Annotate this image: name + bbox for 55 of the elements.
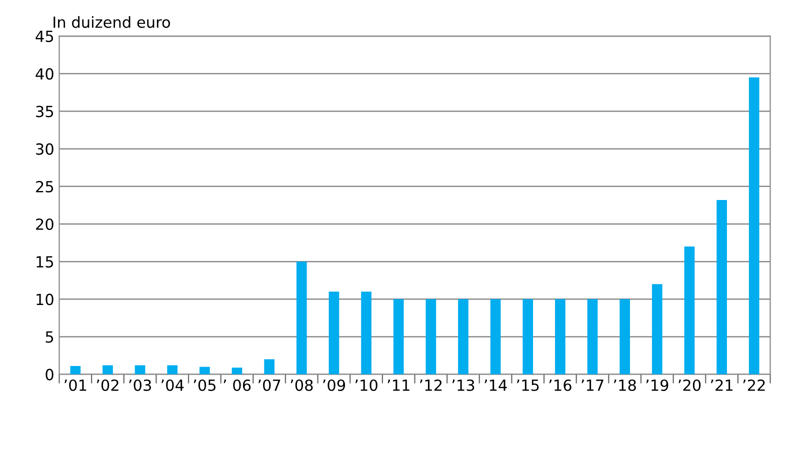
bar xyxy=(522,299,534,374)
y-tick-label: 45 xyxy=(36,30,54,42)
bar xyxy=(200,366,210,374)
bar xyxy=(102,365,113,374)
bar xyxy=(264,359,274,374)
bar xyxy=(167,365,178,374)
x-tick-label: ’16 xyxy=(549,379,572,392)
x-tick-label: ’04 xyxy=(162,379,184,392)
x-tick-label: ’09 xyxy=(323,379,346,392)
x-tick-label: ’12 xyxy=(420,379,442,391)
x-tick-label: ’11 xyxy=(388,380,410,391)
x-tick-label: ’15 xyxy=(517,380,539,392)
x-tick-label: ’22 xyxy=(743,379,765,391)
x-tick-label: ’20 xyxy=(678,379,701,392)
x-tick-label: ’07 xyxy=(258,379,280,392)
bar xyxy=(620,299,630,374)
bar xyxy=(232,368,242,374)
bar xyxy=(361,292,372,374)
x-tick-label: ’10 xyxy=(355,379,378,392)
bar xyxy=(555,299,566,374)
x-tick-label: ’ 06 xyxy=(224,379,251,392)
bar xyxy=(426,299,436,374)
bar xyxy=(684,246,695,374)
x-tick-label: ’08 xyxy=(290,379,313,392)
x-tick-label: ’18 xyxy=(614,379,636,392)
y-tick-label: 5 xyxy=(46,331,54,343)
x-tick-label: ’17 xyxy=(582,380,604,391)
x-tick-label: ’02 xyxy=(96,379,118,392)
x-tick-label: ’03 xyxy=(129,379,151,392)
bar xyxy=(587,299,598,374)
bar xyxy=(70,366,81,374)
x-tick-label: ’01 xyxy=(64,379,86,392)
bar xyxy=(328,292,340,374)
y-tick-label: 25 xyxy=(36,180,54,192)
y-tick-label: 10 xyxy=(36,294,54,306)
bar xyxy=(716,200,727,374)
y-tick-label: 20 xyxy=(36,218,54,230)
y-tick-label: 30 xyxy=(36,143,54,155)
bar xyxy=(490,299,501,374)
bar xyxy=(652,284,662,374)
y-tick-label: 40 xyxy=(36,68,54,80)
y-tick-label: 35 xyxy=(36,106,54,118)
y-axis-title: In duizend euro xyxy=(54,16,170,28)
y-tick-label: 0 xyxy=(46,368,54,380)
y-tick-label: 15 xyxy=(36,256,54,268)
x-tick-label: ’14 xyxy=(484,380,507,391)
x-tick-label: ’05 xyxy=(194,379,216,392)
bar xyxy=(134,365,146,374)
x-tick-label: ’19 xyxy=(646,379,668,392)
bar xyxy=(296,262,307,374)
bar xyxy=(458,299,468,374)
bar xyxy=(393,299,404,374)
x-tick-label: ’13 xyxy=(452,379,474,392)
bar xyxy=(748,77,760,374)
x-tick-label: ’21 xyxy=(710,379,733,391)
